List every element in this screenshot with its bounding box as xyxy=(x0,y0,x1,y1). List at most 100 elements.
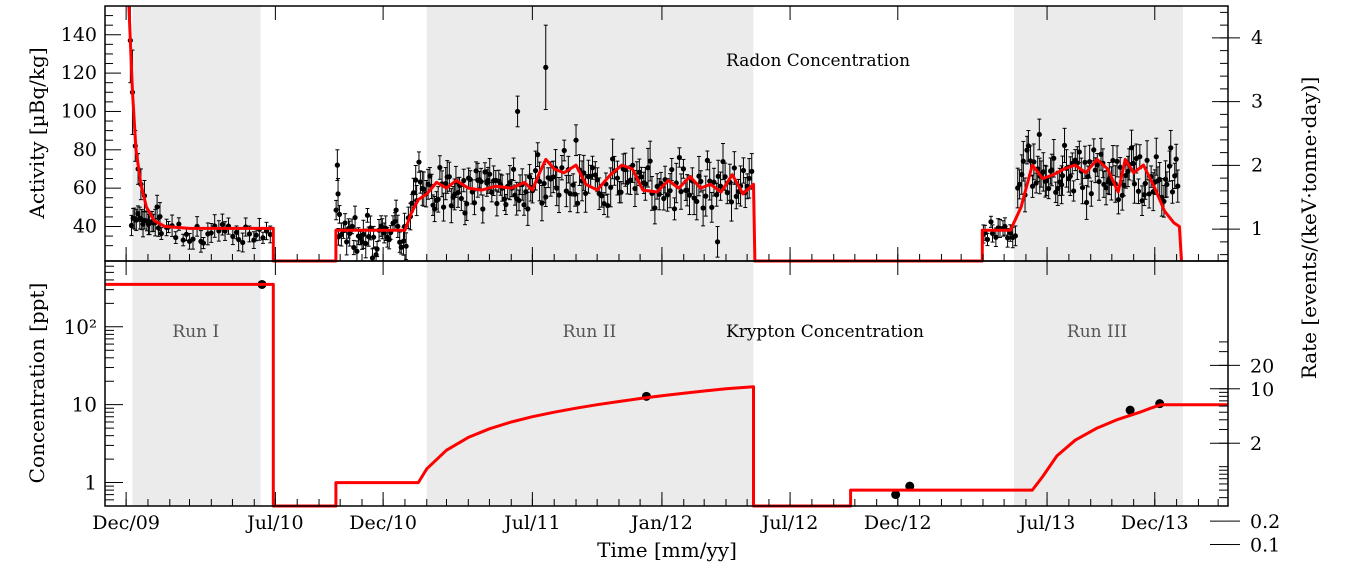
radon-point xyxy=(525,206,531,212)
radon-point xyxy=(1071,188,1077,194)
radon-point xyxy=(360,231,366,237)
radon-point xyxy=(733,193,739,200)
radon-point xyxy=(1166,163,1173,169)
radon-point xyxy=(393,207,399,213)
radon-point xyxy=(724,190,730,196)
radon-point xyxy=(251,237,257,243)
radon-point xyxy=(1059,173,1066,179)
radon-point xyxy=(1146,191,1152,197)
bottom-right-tick-label: 20 xyxy=(1250,355,1274,377)
radon-point xyxy=(592,172,598,178)
radon-point xyxy=(208,230,214,236)
radon-point xyxy=(532,167,539,174)
radon-point xyxy=(1088,191,1094,197)
x-tick-label: Jul/13 xyxy=(1017,512,1076,534)
x-tick-label: Dec/13 xyxy=(1121,512,1189,534)
top-right-tick-label: 4 xyxy=(1251,27,1263,49)
radon-point xyxy=(335,191,341,197)
top-panel-title: Radon Concentration xyxy=(726,51,910,71)
radon-point xyxy=(1175,183,1181,189)
radon-point xyxy=(467,176,473,182)
radon-point xyxy=(686,192,693,198)
radon-point xyxy=(707,178,713,184)
radon-point xyxy=(395,223,401,229)
bottom-y-tick-label: 10² xyxy=(64,315,97,339)
radon-point xyxy=(344,239,350,245)
radon-point xyxy=(461,177,467,184)
radon-point xyxy=(510,166,517,172)
radon-point xyxy=(413,177,419,183)
radon-point xyxy=(190,236,196,242)
krypton-point xyxy=(1125,405,1135,415)
radon-point xyxy=(158,230,164,237)
radon-point xyxy=(561,147,567,154)
radon-point xyxy=(1058,182,1065,188)
radon-point xyxy=(471,200,478,206)
radon-point xyxy=(988,219,994,225)
top-y-tick-label: 140 xyxy=(61,24,97,46)
bottom-y-tick-label: 1 xyxy=(84,471,97,495)
radon-point xyxy=(219,221,225,228)
radon-point xyxy=(1115,196,1122,203)
radon-point xyxy=(618,189,624,195)
radon-point xyxy=(731,165,737,171)
run-band xyxy=(426,261,754,506)
run-band xyxy=(426,6,754,261)
radon-point xyxy=(582,190,589,197)
radon-point xyxy=(374,246,380,252)
radon-point xyxy=(588,173,594,179)
run-label: Run I xyxy=(172,322,219,342)
radon-point xyxy=(556,192,562,198)
radon-point xyxy=(647,158,653,164)
radon-point xyxy=(417,179,423,185)
radon-point xyxy=(1036,131,1042,138)
radon-point xyxy=(1128,145,1135,151)
top-right-tick-label: 1 xyxy=(1251,218,1263,240)
radon-point xyxy=(652,205,658,211)
radon-point xyxy=(446,174,452,180)
radon-point xyxy=(351,244,357,251)
radon-point xyxy=(523,189,529,195)
radon-point xyxy=(1096,178,1102,185)
radon-point xyxy=(630,162,636,168)
radon-point xyxy=(614,175,621,181)
top-right-tick-label: 3 xyxy=(1251,91,1263,113)
radon-point xyxy=(610,156,616,162)
radon-point xyxy=(347,230,353,237)
radon-point xyxy=(669,166,675,173)
radon-point xyxy=(1169,189,1176,195)
radon-point xyxy=(1123,172,1129,178)
radon-point xyxy=(489,189,495,195)
radon-point xyxy=(1049,167,1055,173)
radon-point xyxy=(1117,164,1123,170)
radon-point xyxy=(458,195,464,202)
radon-model-line xyxy=(127,5,1183,263)
radon-point xyxy=(494,200,500,207)
radon-point xyxy=(1051,155,1057,161)
radon-point xyxy=(154,204,160,210)
radon-point xyxy=(676,154,682,161)
radon-point xyxy=(559,165,565,171)
radon-point xyxy=(671,206,678,212)
radon-point xyxy=(1040,169,1046,175)
radon-point xyxy=(1079,184,1086,191)
bottom-y-tick-label: 10 xyxy=(72,393,97,417)
x-tick-label: Jan/12 xyxy=(629,512,693,534)
radon-point xyxy=(352,214,358,221)
radon-point xyxy=(253,232,259,238)
x-tick-label: Dec/09 xyxy=(92,512,160,534)
radon-point xyxy=(1092,167,1098,173)
bottom-panel-title: Krypton Concentration xyxy=(726,322,924,342)
radon-point xyxy=(230,233,236,239)
radon-point xyxy=(1046,185,1052,192)
top-y-tick-label: 120 xyxy=(61,62,97,84)
radon-point xyxy=(654,183,660,190)
radon-point xyxy=(667,188,673,194)
radon-point xyxy=(1114,158,1120,164)
radon-point xyxy=(364,212,371,218)
radon-point xyxy=(1043,178,1049,184)
run-label: Run II xyxy=(563,322,617,342)
radon-point xyxy=(715,173,721,179)
radon-point xyxy=(1061,142,1068,149)
